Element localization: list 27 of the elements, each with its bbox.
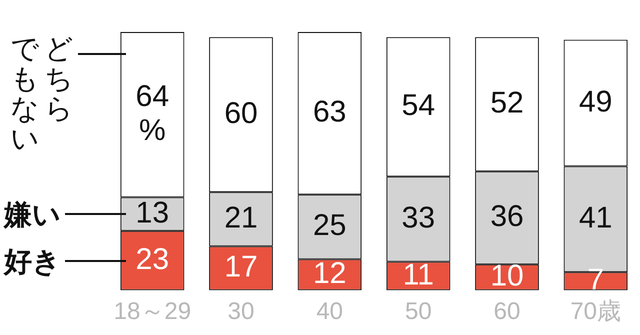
data-label: 64% bbox=[136, 80, 170, 147]
data-label: 54 bbox=[402, 89, 436, 122]
data-label: 63 bbox=[312, 96, 346, 129]
text: 好き bbox=[4, 244, 61, 280]
x-tick-label: 50 bbox=[404, 298, 432, 326]
data-label: 11 bbox=[402, 258, 434, 292]
data-label: 21 bbox=[224, 201, 258, 234]
x-tick-label: 30 bbox=[228, 298, 254, 326]
x-tick-label: 60 bbox=[494, 298, 520, 326]
data-label: 17 bbox=[224, 250, 258, 284]
data-label: 10 bbox=[490, 260, 524, 293]
series-label: どちらでもない bbox=[10, 32, 74, 155]
data-label: 60 bbox=[224, 96, 258, 130]
data-label: 25 bbox=[312, 209, 346, 242]
data-label: 12 bbox=[312, 256, 346, 290]
data-label: 7 bbox=[587, 263, 604, 296]
data-label: 41 bbox=[578, 201, 612, 234]
x-tick-label: 70歳 bbox=[570, 298, 622, 326]
x-tick-label: 18～29 bbox=[114, 298, 192, 326]
text: 嫌い bbox=[4, 197, 61, 234]
data-label: 36 bbox=[490, 200, 524, 234]
data-label: 33 bbox=[402, 201, 436, 234]
data-label: 52 bbox=[490, 86, 524, 120]
x-tick-label: 40 bbox=[316, 298, 344, 326]
data-label: 13 bbox=[136, 196, 170, 230]
data-label: 49 bbox=[578, 85, 612, 118]
data-label: 23 bbox=[136, 242, 170, 276]
